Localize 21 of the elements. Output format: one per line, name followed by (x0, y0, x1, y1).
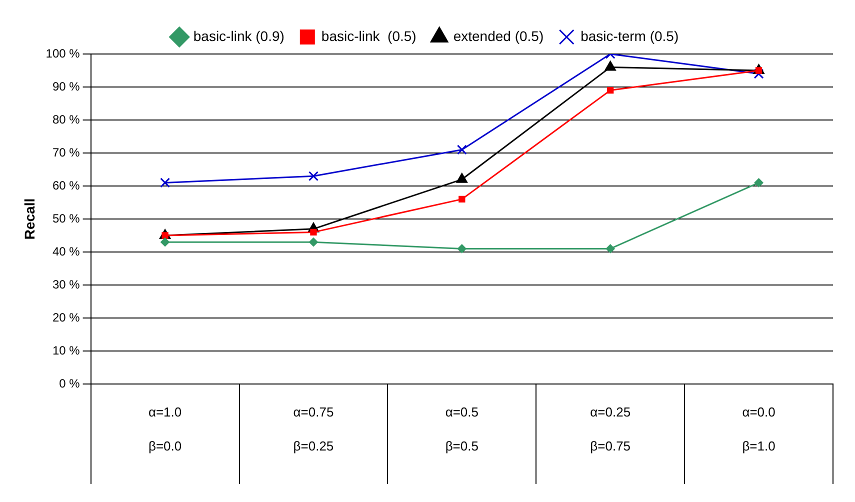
y-tick-label: 90 % (52, 79, 80, 94)
y-tick-label: 70 % (52, 145, 80, 160)
category-label: α=0.5 β=0.5 (445, 404, 479, 454)
y-axis-title: Recall (21, 198, 38, 240)
y-tick-label: 30 % (52, 277, 80, 292)
y-tick-label: 100 % (46, 46, 80, 60)
category-label: α=0.0 β=1.0 (742, 404, 776, 454)
y-tick-label: 0 % (59, 376, 80, 390)
category-label: α=1.0 β=0.0 (148, 404, 182, 454)
legend-label: basic-term (0.5) (580, 28, 679, 44)
y-tick-label: 50 % (52, 211, 80, 226)
y-tick-label: 60 % (52, 178, 80, 192)
legend-label: extended (0.5) (453, 28, 544, 44)
legend-label: basic-link (0.5) (321, 28, 416, 44)
legend-label: basic-link (0.9) (193, 28, 284, 44)
y-tick-label: 20 % (52, 310, 80, 324)
category-label: α=0.25 β=0.75 (590, 404, 631, 454)
y-tick-label: 40 % (52, 244, 80, 258)
y-tick-label: 80 % (52, 112, 80, 126)
y-tick-label: 10 % (52, 343, 80, 358)
category-label: α=0.75 β=0.25 (293, 404, 334, 454)
